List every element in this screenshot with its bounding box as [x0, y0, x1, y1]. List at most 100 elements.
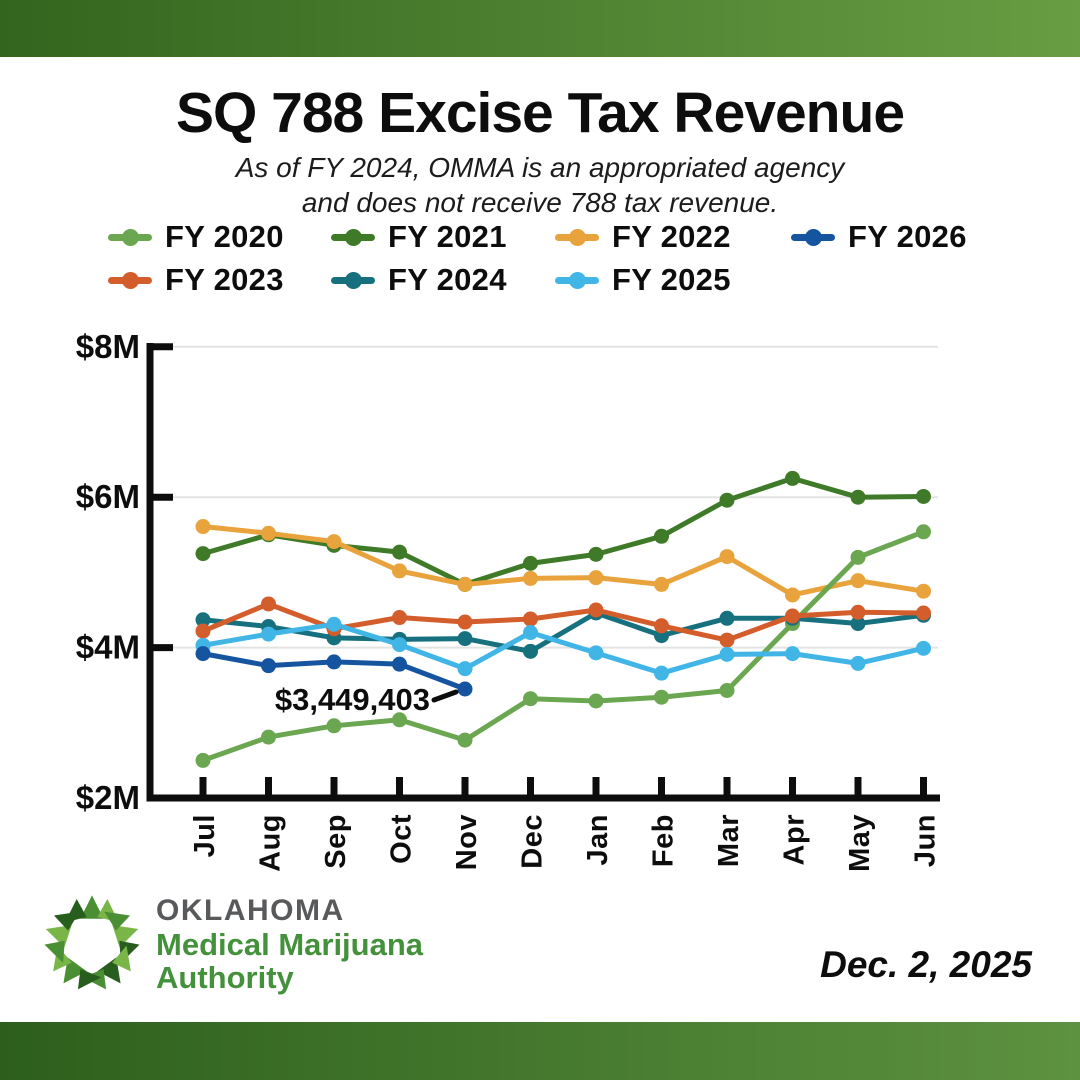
- white-star: [68, 919, 116, 964]
- data-point: [588, 602, 604, 618]
- legend: FY 2020 FY 2021 FY 2022 FY 2026 FY 2023 FY 20…: [108, 219, 967, 297]
- data-point: [588, 570, 604, 586]
- data-point: [719, 682, 735, 698]
- y-axis-labels: $8M $6M $4M $2M: [76, 328, 140, 816]
- data-point: [916, 605, 931, 621]
- data-point: [654, 528, 669, 544]
- data-point: [261, 729, 276, 745]
- legend-label: FY 2021: [388, 219, 507, 254]
- data-point: [523, 555, 538, 571]
- x-tick-label: Oct: [386, 814, 418, 864]
- data-point: [392, 544, 407, 560]
- data-point: [588, 645, 604, 661]
- data-point: [785, 587, 800, 603]
- data-point: [588, 693, 604, 709]
- legend-marker-icon: [331, 228, 375, 246]
- x-tick-label: Apr: [779, 814, 811, 865]
- x-tick-label: Jul: [189, 814, 221, 857]
- data-point: [326, 616, 342, 632]
- data-point: [850, 616, 866, 632]
- data-point: [326, 534, 342, 550]
- series-fy-2022: [195, 519, 931, 603]
- y-tick-label: $8M: [76, 328, 140, 365]
- series-fy-2021: [195, 470, 931, 592]
- legend-marker-icon: [108, 271, 152, 289]
- legend-item-fy-2026: FY 2026: [791, 219, 967, 254]
- x-tick-label: May: [844, 814, 876, 872]
- omma-star-icon: [44, 895, 140, 990]
- logo-text-oklahoma: OKLAHOMA: [156, 894, 345, 927]
- data-point: [588, 546, 604, 562]
- data-point: [850, 655, 866, 671]
- data-point: [785, 470, 800, 486]
- data-point: [195, 623, 211, 639]
- chart-subtitle: As of FY 2024, OMMA is an appropriated a…: [0, 150, 1080, 220]
- data-point: [850, 604, 866, 620]
- data-point: [719, 646, 735, 662]
- data-point: [654, 576, 669, 592]
- legend-item-fy-2022: FY 2022: [555, 219, 791, 254]
- x-tick-label: Aug: [255, 814, 287, 872]
- series-line: [200, 610, 926, 654]
- data-point: [326, 718, 342, 734]
- data-point: [916, 640, 931, 656]
- page-title: SQ 788 Excise Tax Revenue: [175, 81, 905, 145]
- axes: [146, 343, 940, 802]
- data-point: [719, 492, 735, 508]
- bottom-green-bar: [0, 1022, 1080, 1080]
- data-point: [654, 618, 669, 634]
- series-line: [200, 475, 926, 587]
- data-point: [916, 488, 931, 504]
- legend-label: FY 2020: [165, 219, 284, 254]
- data-point: [457, 732, 473, 748]
- x-tick-label: Mar: [713, 814, 745, 867]
- data-point: [195, 646, 211, 662]
- data-point: [916, 583, 931, 599]
- data-point: [523, 643, 538, 659]
- data-point: [523, 625, 538, 641]
- logo-text-medical-marijuana: Medical Marijuana: [156, 927, 424, 962]
- data-point: [392, 610, 407, 626]
- data-point: [392, 656, 407, 672]
- data-point: [654, 665, 669, 681]
- series-fy-2020: [195, 524, 931, 768]
- subtitle-line-1: As of FY 2024, OMMA is an appropriated a…: [235, 152, 845, 183]
- legend-marker-icon: [331, 271, 375, 289]
- series-fy-2025: [195, 616, 931, 681]
- legend-marker-icon: [108, 228, 152, 246]
- subtitle-line-2: and does not receive 788 tax revenue.: [301, 187, 779, 218]
- data-point: [850, 489, 866, 505]
- series-line: [200, 529, 926, 763]
- logo-text-authority: Authority: [156, 960, 294, 995]
- legend-item-fy-2020: FY 2020: [108, 219, 331, 254]
- x-tick-label: Jun: [910, 814, 942, 867]
- data-point: [195, 546, 211, 562]
- x-axis-labels: Jul Aug Sep Oct Nov Dec Jan Feb Mar Apr May Jun: [189, 814, 942, 872]
- legend-label: FY 2024: [388, 262, 507, 297]
- data-point: [392, 563, 407, 579]
- top-green-bar: [0, 0, 1080, 57]
- legend-label: FY 2025: [612, 262, 731, 297]
- data-point: [850, 573, 866, 589]
- legend-label: FY 2026: [848, 219, 967, 254]
- y-tick-label: $6M: [76, 478, 140, 515]
- series-line: [200, 524, 926, 598]
- data-point: [326, 654, 342, 670]
- annotation-pointer: [431, 689, 459, 703]
- data-point: [457, 631, 473, 647]
- legend-label: FY 2022: [612, 219, 731, 254]
- data-point: [850, 549, 866, 565]
- data-point: [261, 658, 276, 674]
- data-point: [195, 519, 211, 535]
- annotation-label: $3,449,403: [275, 682, 430, 717]
- legend-item-fy-2024: FY 2024: [331, 262, 555, 297]
- legend-marker-icon: [791, 228, 835, 246]
- legend-item-fy-2023: FY 2023: [108, 262, 331, 297]
- starburst: [44, 895, 140, 990]
- data-point: [261, 525, 276, 541]
- data-point: [457, 614, 473, 630]
- x-tick-label: Dec: [517, 814, 549, 869]
- data-point: [523, 691, 538, 707]
- data-point: [392, 637, 407, 653]
- legend-item-fy-2025: FY 2025: [555, 262, 791, 297]
